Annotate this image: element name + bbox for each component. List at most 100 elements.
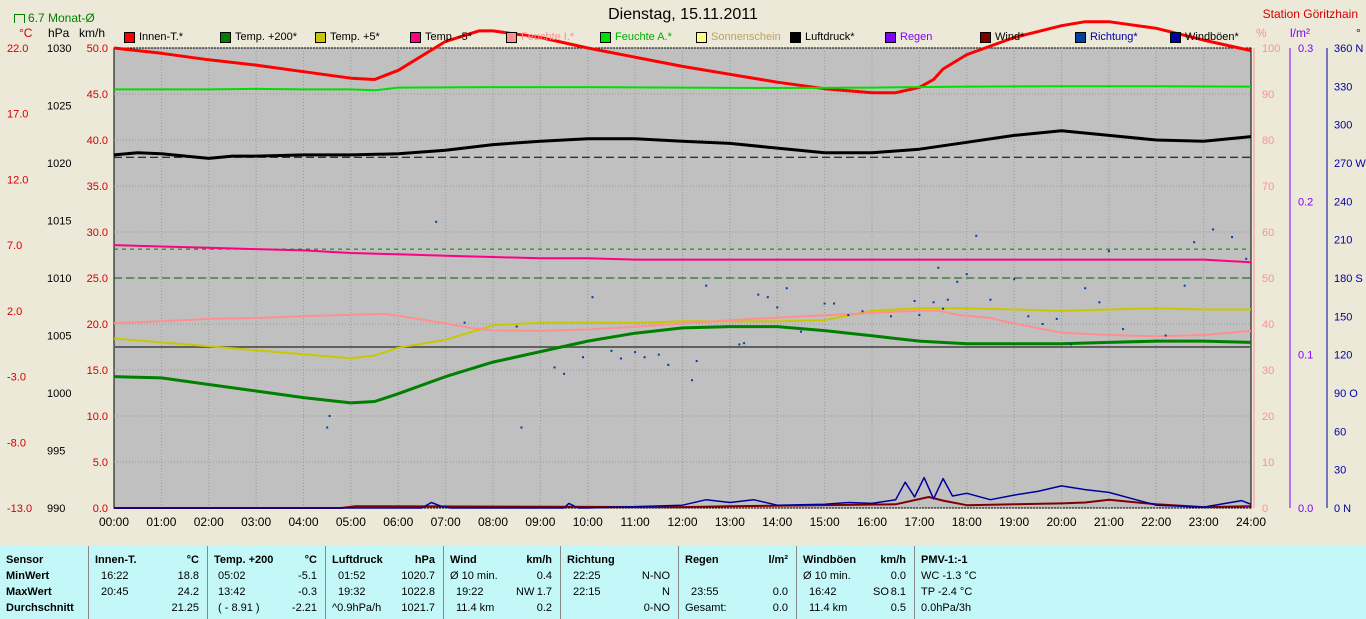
legend-swatch [506, 31, 517, 43]
boeen-min-label: Ø 10 min. [803, 570, 851, 582]
direction-tick-label: 90 O [1334, 388, 1358, 400]
x-tick-label: 10:00 [573, 515, 603, 529]
x-tick-label: 11:00 [621, 515, 650, 529]
x-tick-label: 24:00 [1236, 515, 1266, 529]
legend-item: Luftdruck* [790, 31, 855, 43]
wind-max-value: 1.7 [536, 586, 552, 598]
richtung-min-value: N-NO [641, 570, 670, 582]
kmh-tick-label: 30.0 [87, 227, 108, 239]
direction-tick-label: 180 S [1334, 273, 1363, 285]
direction-point [463, 321, 466, 324]
legend-label: Innen-T.* [139, 31, 184, 43]
kmh-tick-label: 35.0 [87, 181, 108, 193]
chart-title: Dienstag, 15.11.2011 [608, 6, 758, 23]
wind-line [114, 496, 1252, 509]
temp200-max-value: -0.3 [298, 586, 317, 598]
innen-min-value: 18.8 [177, 570, 199, 582]
x-tick-label: 15:00 [810, 515, 840, 529]
richtung-min-time: 22:25 [573, 570, 601, 582]
boeen-max-time: 16:42 [809, 586, 837, 598]
monthly-average-label: 6.7 Monat-Ø [14, 11, 95, 25]
direction-point [582, 356, 585, 359]
legend-label: Luftdruck* [805, 31, 855, 43]
legend-item: Richtung* [1075, 31, 1138, 43]
wind-max-time: 19:22 [456, 586, 484, 598]
rain-tick-label: 0.3 [1298, 43, 1313, 55]
direction-point [1212, 228, 1215, 231]
x-tick-label: 17:00 [904, 515, 934, 529]
direction-point [823, 302, 826, 305]
hpa-tick-label: 1015 [47, 216, 71, 228]
legend-item: Temp. -5* [410, 31, 472, 43]
direction-point [776, 306, 779, 309]
humidity-outside-line [114, 85, 1252, 92]
boeen-max-direction: SO [873, 586, 889, 598]
percent-tick-label: 10 [1262, 457, 1274, 469]
temp-200-line [113, 325, 1252, 405]
rain-tick-label: 0.1 [1298, 350, 1313, 362]
x-tick-label: 03:00 [241, 515, 271, 529]
x-tick-label: 02:00 [194, 515, 224, 529]
pressure-line [113, 129, 1252, 160]
direction-point [965, 273, 968, 276]
pmv-dewpoint: TP -2.4 °C [921, 586, 973, 598]
stats-table: Sensor MinWert MaxWert Durchschnitt Inne… [0, 546, 1366, 619]
wind-unit: km/h [526, 554, 552, 566]
legend-label: Windböen* [1185, 31, 1239, 43]
kmh-unit: km/h [79, 26, 106, 40]
direction-point [956, 280, 959, 283]
rain-unit: l/m² [1290, 26, 1310, 40]
direction-point [1164, 334, 1167, 337]
percent-unit: % [1256, 26, 1267, 40]
direction-point [705, 284, 708, 287]
weather-chart: 22.017.012.07.02.0-3.0-8.0-13.0103010251… [7, 20, 1366, 529]
direction-point [515, 325, 518, 328]
direction-point [889, 315, 892, 318]
direction-unit: ° [1356, 26, 1361, 40]
x-tick-label: 23:00 [1189, 515, 1219, 529]
rain-tick-label: 0.2 [1298, 196, 1313, 208]
direction-point [553, 366, 556, 369]
celsius-tick-label: -13.0 [7, 503, 32, 515]
direction-point [1069, 343, 1072, 346]
boeen-unit: km/h [880, 554, 906, 566]
regen-title: Regen [685, 554, 719, 566]
direction-tick-label: 360 N [1334, 43, 1363, 55]
x-tick-label: 16:00 [857, 515, 887, 529]
temp200-min-value: -5.1 [298, 570, 317, 582]
legend-swatch [1170, 31, 1181, 43]
percent-tick-label: 50 [1262, 273, 1274, 285]
innen-min-time: 16:22 [101, 570, 129, 582]
kmh-tick-label: 45.0 [87, 89, 108, 101]
hpa-tick-label: 990 [47, 503, 65, 515]
direction-point [619, 357, 622, 360]
wind-max-direction: NW [516, 586, 535, 598]
direction-tick-label: 60 [1334, 426, 1346, 438]
regen-column: Regen l/m² 23:55 Gesamt: 0.0 0.0 [678, 546, 796, 619]
hpa-tick-label: 995 [47, 446, 65, 458]
direction-point [1231, 236, 1234, 239]
legend-item: Temp. +200* [220, 31, 297, 43]
luftdruck-unit: hPa [414, 554, 435, 566]
richtung-title: Richtung [567, 554, 615, 566]
direction-tick-label: 300 [1334, 120, 1352, 132]
direction-tick-label: 330 [1334, 81, 1352, 93]
direction-point [1013, 278, 1016, 281]
celsius-tick-label: 12.0 [7, 174, 28, 186]
direction-tick-label: 240 [1334, 196, 1352, 208]
kmh-tick-label: 40.0 [87, 135, 108, 147]
kmh-tick-label: 25.0 [87, 273, 108, 285]
rain-tick-label: 0.0 [1298, 503, 1313, 515]
luftdruck-trend: ^0.9hPa/h [332, 602, 382, 614]
celsius-tick-label: 2.0 [7, 306, 22, 318]
regen-total-label: Gesamt: [685, 602, 727, 614]
legend-label: Wind* [995, 31, 1025, 43]
luftdruck-max-value: 1022.8 [401, 586, 435, 598]
sensor-title: Sensor [6, 554, 44, 566]
legend-label: Regen [900, 31, 933, 43]
direction-point [326, 426, 329, 429]
luftdruck-column: Luftdruck hPa 01:52 19:32 ^0.9hPa/h 1020… [325, 546, 443, 619]
legend-swatch [124, 31, 135, 43]
direction-point [757, 293, 760, 296]
percent-tick-label: 80 [1262, 135, 1274, 147]
